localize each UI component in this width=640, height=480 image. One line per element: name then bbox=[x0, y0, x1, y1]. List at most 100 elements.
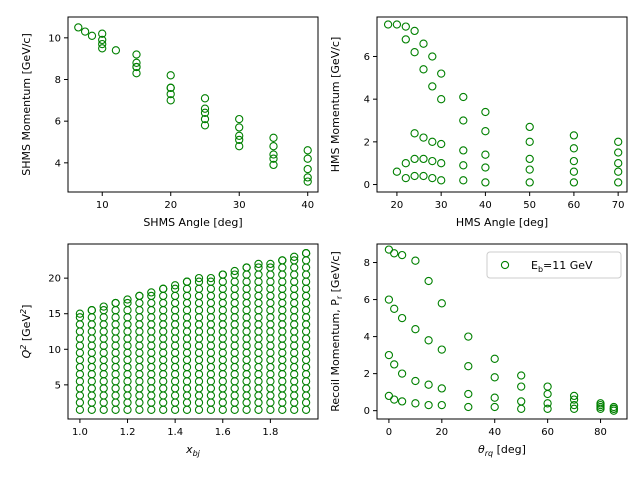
data-point bbox=[303, 164, 312, 174]
y-tick-label: 6 bbox=[55, 117, 61, 128]
x-tick-label: 20 bbox=[164, 200, 177, 211]
data-point bbox=[411, 325, 420, 334]
data-point bbox=[254, 263, 263, 272]
y-axis-label: Q2 [GeV2] bbox=[19, 305, 33, 359]
x-tick-label: 1.6 bbox=[215, 427, 231, 438]
x-tick-label: 10 bbox=[96, 200, 109, 211]
x-tick-label: 30 bbox=[435, 200, 448, 211]
data-point bbox=[410, 26, 419, 36]
data-point bbox=[278, 256, 287, 265]
data-point bbox=[517, 371, 526, 380]
data-point bbox=[490, 373, 499, 382]
plot-frame bbox=[67, 16, 319, 193]
data-point bbox=[75, 313, 85, 322]
data-point bbox=[569, 404, 579, 413]
data-point bbox=[419, 171, 428, 181]
x-axis-label: SHMS Angle [deg] bbox=[143, 216, 242, 229]
x-tick-label: 1.8 bbox=[262, 427, 278, 438]
x-tick-label: 40 bbox=[479, 200, 492, 211]
x-tick-label: 50 bbox=[523, 200, 536, 211]
data-point bbox=[384, 350, 394, 360]
data-point bbox=[266, 263, 275, 272]
data-point bbox=[490, 393, 499, 402]
data-point bbox=[525, 154, 534, 164]
data-point bbox=[200, 94, 210, 103]
data-point bbox=[200, 114, 210, 124]
y-tick-label: 4 bbox=[364, 95, 370, 106]
data-point bbox=[437, 384, 446, 393]
data-point bbox=[517, 382, 526, 391]
data-point bbox=[459, 146, 468, 155]
data-point bbox=[206, 273, 216, 283]
data-point bbox=[98, 44, 107, 53]
data-point bbox=[98, 35, 107, 45]
data-point bbox=[543, 389, 552, 399]
data-point bbox=[437, 299, 446, 308]
data-point bbox=[182, 277, 192, 286]
data-point bbox=[266, 259, 275, 269]
data-point bbox=[481, 163, 490, 172]
x-axis-label: HMS Angle [deg] bbox=[456, 216, 548, 229]
data-point bbox=[437, 345, 446, 354]
data-point bbox=[428, 156, 437, 166]
data-point bbox=[614, 178, 623, 187]
data-point bbox=[99, 306, 108, 315]
subplot-3: 1.0 1.2 1.4 1.6 1.8 5 10 15 20 xbj Q2 [GeV2] bbox=[19, 243, 319, 458]
data-point bbox=[464, 389, 473, 399]
data-point bbox=[437, 69, 446, 78]
x-tick-label: 40 bbox=[301, 200, 314, 211]
x-tick-label: 1.0 bbox=[72, 427, 88, 438]
data-point bbox=[419, 39, 428, 48]
data-point bbox=[614, 148, 623, 157]
plot-frame bbox=[376, 16, 628, 193]
data-point bbox=[464, 362, 473, 371]
data-point bbox=[614, 167, 623, 176]
data-point bbox=[75, 309, 85, 318]
data-points bbox=[75, 249, 311, 414]
data-point bbox=[464, 402, 473, 412]
data-point bbox=[397, 250, 407, 260]
data-point bbox=[569, 144, 579, 153]
data-point bbox=[569, 131, 579, 140]
data-point bbox=[390, 304, 399, 313]
data-point bbox=[303, 154, 312, 163]
data-point bbox=[569, 178, 579, 187]
data-point bbox=[401, 159, 410, 168]
x-tick-label: 20 bbox=[435, 427, 448, 438]
x-tick-label: 40 bbox=[488, 427, 501, 438]
data-point bbox=[290, 252, 299, 261]
y-tick-label: 8 bbox=[55, 75, 61, 86]
data-point bbox=[290, 256, 299, 265]
legend-marker bbox=[500, 260, 510, 270]
data-point bbox=[525, 137, 534, 146]
y-axis-label: SHMS Momentum [GeV/c] bbox=[20, 33, 33, 176]
x-tick-label: 60 bbox=[568, 200, 581, 211]
data-point bbox=[235, 135, 244, 145]
data-point bbox=[383, 20, 393, 29]
data-point bbox=[543, 399, 552, 408]
y-tick-label: 10 bbox=[48, 345, 61, 356]
data-point bbox=[159, 284, 168, 293]
data-point bbox=[392, 20, 402, 29]
data-point bbox=[87, 306, 96, 315]
data-point bbox=[419, 133, 428, 142]
data-point bbox=[230, 266, 239, 276]
y-tick-label: 4 bbox=[55, 158, 61, 169]
data-point bbox=[428, 82, 437, 91]
data-point bbox=[269, 160, 278, 170]
data-point bbox=[424, 400, 433, 410]
y-tick-label: 5 bbox=[55, 380, 61, 391]
data-point bbox=[132, 58, 141, 67]
y-tick-label: 6 bbox=[364, 52, 370, 63]
x-tick-label: 20 bbox=[391, 200, 404, 211]
data-point bbox=[459, 176, 468, 185]
data-point bbox=[401, 22, 410, 31]
data-point bbox=[392, 167, 402, 176]
data-point bbox=[397, 397, 407, 406]
y-axis-label: HMS Momentum [GeV/c] bbox=[329, 37, 342, 173]
data-points bbox=[74, 23, 312, 186]
data-point bbox=[481, 127, 490, 136]
data-point bbox=[235, 123, 244, 132]
data-point bbox=[80, 27, 90, 36]
